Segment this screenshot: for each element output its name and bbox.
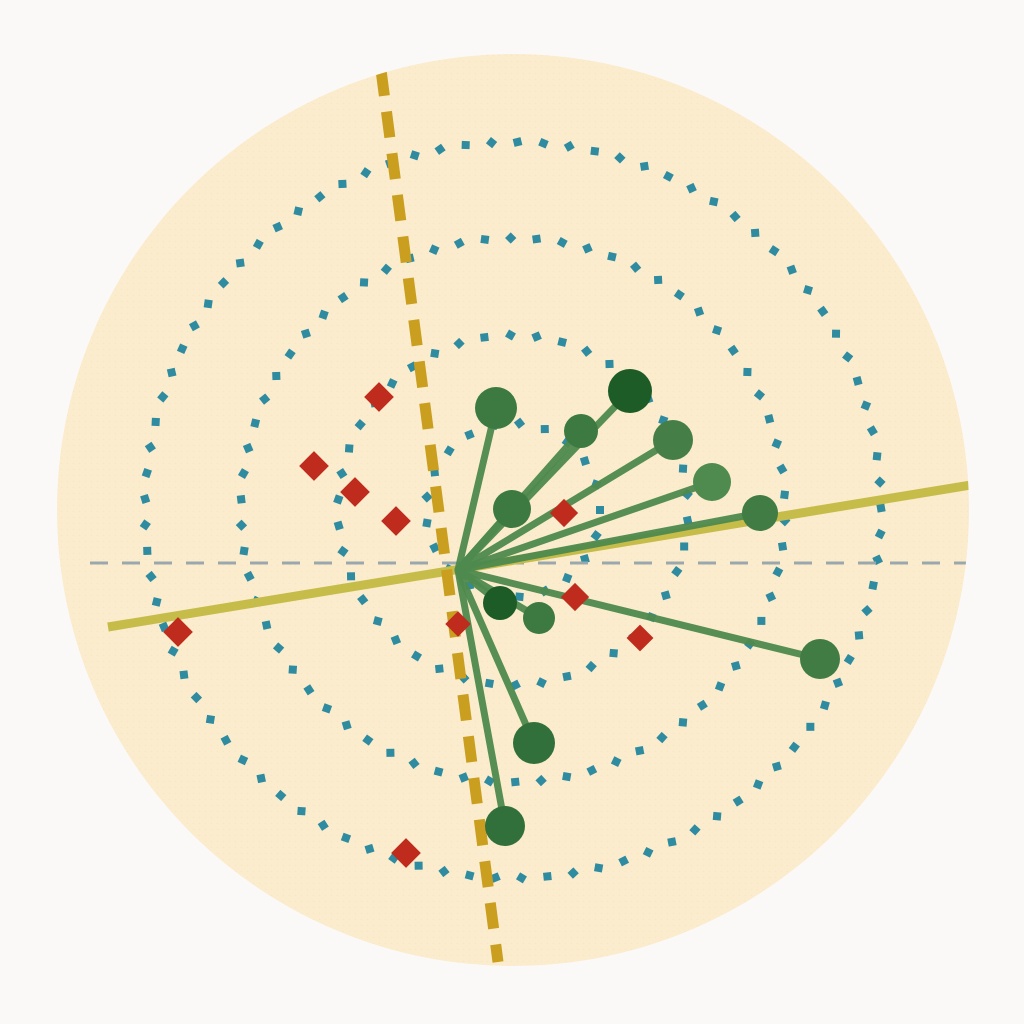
circle-marker [800,639,840,679]
diamond-marker [626,624,654,652]
stem-line [454,509,764,574]
circle-marker [513,722,555,764]
grid-ring [139,137,886,884]
diamond-marker [340,477,370,507]
diamond-marker [381,506,411,536]
green-circle-series [475,369,840,846]
stem-line [454,566,509,830]
circle-marker [693,463,731,501]
stem-line [454,566,824,663]
diamond-marker [560,582,590,612]
stem-line [454,566,538,747]
circle-marker [483,586,517,620]
diamond-marker [163,617,193,647]
gold-dashed-axis [375,69,504,963]
grid-rings [139,137,886,884]
circle-marker [475,387,517,429]
diamond-marker [299,451,329,481]
circle-marker [485,806,525,846]
red-diamond-series [163,382,654,868]
diamond-marker [549,498,579,528]
circle-marker [742,495,778,531]
diamond-marker [391,838,421,868]
diamond-marker [445,611,471,637]
diamond-marker [364,382,394,412]
circle-marker [493,490,531,528]
circle-marker [653,420,693,460]
stem-line [454,404,500,574]
grid-ring [235,232,791,787]
circle-marker [608,369,652,413]
circle-marker [523,602,555,634]
stem-connectors [454,387,824,830]
circle-marker [564,414,598,448]
stem-line [454,478,716,574]
